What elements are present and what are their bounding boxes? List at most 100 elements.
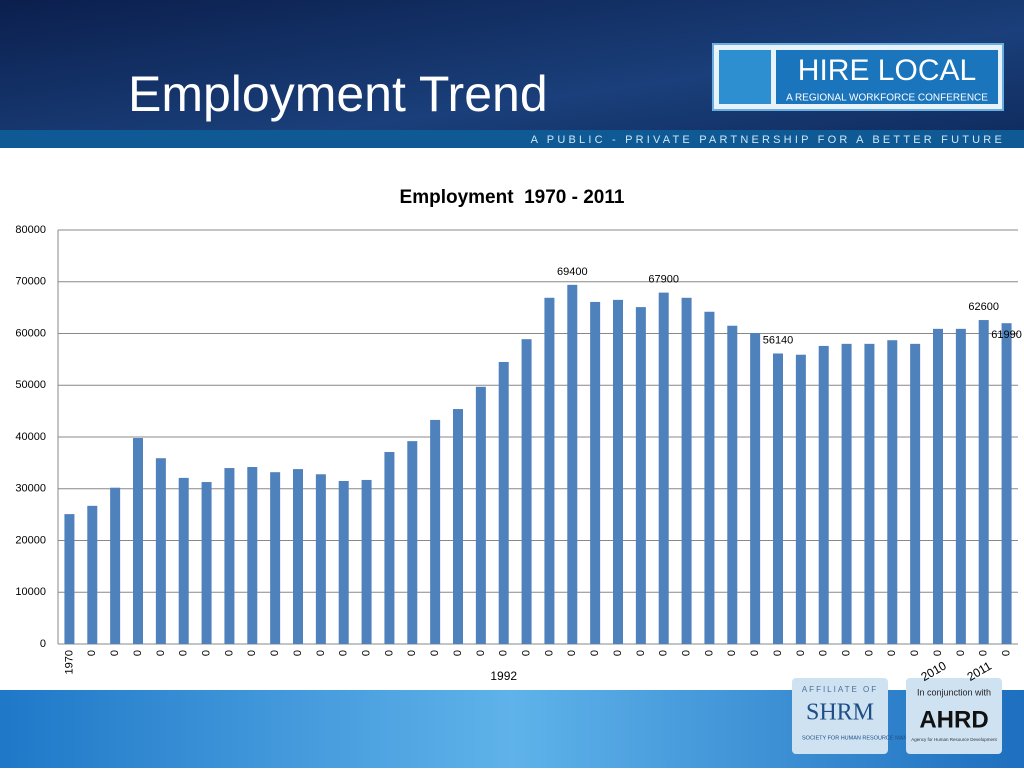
y-tick-label: 30000: [15, 483, 46, 495]
bar: [384, 452, 395, 644]
logo-icon: [719, 50, 771, 104]
bar: [361, 479, 372, 644]
x-tick-label: 0: [520, 650, 532, 656]
bar: [613, 299, 623, 644]
x-tick-label: 0: [635, 650, 647, 656]
y-tick-label: 10000: [15, 586, 46, 598]
affiliate-text: AFFILIATE OF: [802, 685, 878, 694]
data-label: 61990: [991, 329, 1022, 341]
x-tick-label: 0: [360, 650, 372, 656]
bar: [178, 477, 189, 644]
x-tick-label: 0: [1000, 650, 1012, 656]
x-tick-label: 0: [223, 650, 235, 656]
x-tick-label: 0: [338, 650, 350, 656]
x-tick-label: 0: [955, 650, 967, 656]
data-label: 62600: [968, 301, 999, 313]
bar: [247, 467, 258, 644]
x-tick-label: 0: [658, 650, 670, 656]
y-tick-label: 60000: [15, 327, 46, 339]
bar: [315, 474, 326, 644]
bar: [87, 505, 98, 644]
bar: [933, 328, 943, 644]
bar: [567, 284, 578, 644]
shrm-badge: [792, 678, 888, 754]
bar: [64, 514, 75, 644]
slide-title: Employment Trend: [128, 66, 548, 122]
shrm-name: SOCIETY FOR HUMAN RESOURCE MANAGEMENT: [802, 735, 935, 741]
tagline-band: [0, 130, 1024, 148]
bar: [955, 328, 966, 644]
x-tick-label: 0: [703, 650, 715, 656]
bar: [521, 339, 532, 644]
bar: [658, 292, 669, 644]
x-tick-label: 0: [886, 650, 898, 656]
x-tick-label: 0: [269, 650, 281, 656]
x-tick-label: 0: [498, 650, 510, 656]
conjunction-text: In conjunction with: [917, 687, 991, 697]
x-tick-label: 0: [109, 650, 121, 656]
x-tick-label: 0: [429, 650, 441, 656]
x-tick-label: 0: [772, 650, 784, 656]
x-label-lower: 1992: [490, 669, 517, 683]
bar: [407, 441, 418, 644]
x-tick-label: 0: [749, 650, 761, 656]
y-tick-label: 70000: [15, 276, 46, 288]
x-tick-label: 0: [840, 650, 852, 656]
y-tick-label: 20000: [15, 534, 46, 546]
bar: [498, 361, 509, 644]
ahrd-logo: AHRD: [919, 706, 988, 733]
y-tick-label: 40000: [15, 431, 46, 443]
x-tick-label: 0: [315, 650, 327, 656]
x-tick-label: 0: [132, 650, 144, 656]
x-tick-label: 0: [566, 650, 578, 656]
bar: [110, 487, 121, 644]
bar: [270, 472, 281, 644]
bar: [795, 354, 806, 644]
bar: [818, 345, 829, 644]
y-tick-label: 80000: [15, 224, 46, 236]
bar: [155, 458, 166, 644]
x-tick-label: 0: [246, 650, 258, 656]
shrm-logo: SHRM: [806, 700, 874, 726]
bar: [910, 343, 921, 644]
x-tick-label: 0: [818, 650, 830, 656]
bar: [681, 297, 692, 644]
x-tick-label: 0: [909, 650, 921, 656]
y-tick-label: 50000: [15, 379, 46, 391]
logo-title: HIRE LOCAL: [798, 54, 976, 87]
bar: [544, 297, 555, 644]
bar: [224, 468, 235, 644]
x-tick-label: 0: [200, 650, 212, 656]
x-tick-label: 0: [726, 650, 738, 656]
data-label: 67900: [648, 274, 679, 286]
bar: [338, 480, 349, 644]
x-tick-label: 0: [612, 650, 624, 656]
ahrd-badge: [906, 678, 1002, 754]
bar: [978, 320, 989, 644]
x-tick-label: 0: [292, 650, 304, 656]
bar: [590, 301, 601, 644]
y-tick-label: 0: [40, 638, 46, 650]
data-label: 69400: [557, 266, 588, 278]
bar: [750, 332, 761, 644]
chart-title: Employment 1970 - 2011: [400, 187, 625, 208]
x-tick-label: 0: [589, 650, 601, 656]
bar: [133, 438, 143, 644]
x-tick-label: 0: [978, 650, 990, 656]
x-tick-label: 0: [178, 650, 190, 656]
bar: [841, 343, 852, 644]
bar: [864, 343, 875, 644]
tagline: A PUBLIC - PRIVATE PARTNERSHIP FOR A BET…: [531, 134, 1005, 146]
x-tick-label: 0: [795, 650, 807, 656]
bar: [773, 353, 783, 644]
bar: [1001, 323, 1012, 644]
content-bg: [0, 148, 1024, 690]
bar: [887, 340, 898, 644]
x-tick-label: 0: [932, 650, 944, 656]
logo-subtitle: A REGIONAL WORKFORCE CONFERENCE: [786, 93, 988, 104]
x-tick-label: 0: [86, 650, 98, 656]
bar: [475, 386, 486, 644]
bar: [635, 307, 646, 644]
bar: [453, 409, 463, 644]
